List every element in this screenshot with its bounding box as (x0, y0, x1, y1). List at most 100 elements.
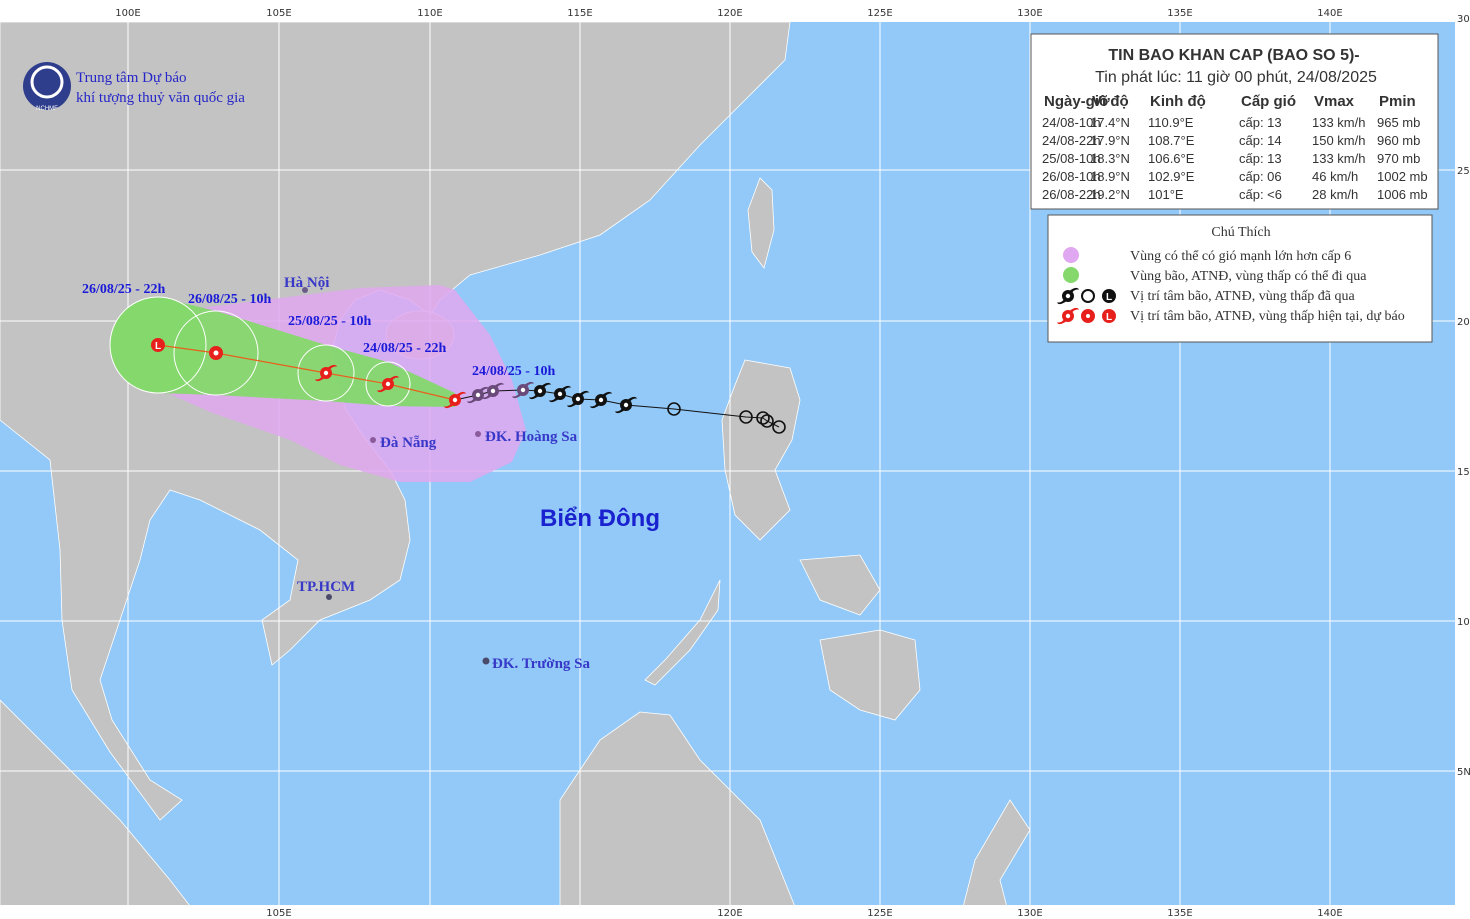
lat-label: 5N (1457, 767, 1470, 778)
lon-label: 120E (717, 8, 742, 19)
place-label: Hà Nội (284, 275, 329, 291)
place-dot (370, 437, 376, 443)
lon-label: 130E (1017, 8, 1042, 19)
table-cell: 150 km/h (1312, 133, 1365, 148)
legend-item: Vị trí tâm bão, ATNĐ, vùng thấp đã qua (1130, 289, 1356, 304)
storm-arm (589, 391, 613, 409)
legend-swatch (1063, 267, 1079, 283)
table-cell: 25/08-10h (1042, 151, 1101, 166)
map-area: L 26/08/25 - 22h 26/08/25 - 10h 25/08/25… (0, 22, 1455, 905)
place-label: TP.HCM (297, 579, 355, 595)
logo-text: NCHMF (36, 106, 58, 112)
lat-label: 15N (1457, 467, 1470, 478)
storm-eye (623, 402, 629, 408)
depression-center (213, 350, 219, 356)
storm-eye (575, 396, 581, 402)
lon-label: 110E (417, 8, 442, 19)
track-time: 24/08/25 - 22h (363, 341, 446, 356)
table-cell: 1006 mb (1377, 187, 1428, 202)
table-header: Pmin (1379, 93, 1416, 110)
storm-arm (376, 375, 400, 393)
table-cell: 110.9°E (1148, 115, 1194, 130)
track-time: 26/08/25 - 22h (82, 282, 165, 297)
table-cell: cấp: <6 (1239, 187, 1282, 202)
past-positions (466, 381, 638, 414)
legend-low (1102, 289, 1116, 303)
table-cell: 26/08-10h (1042, 169, 1101, 184)
lon-label: 105E (266, 8, 291, 19)
place-dot (482, 657, 490, 665)
org-name: khí tượng thuỷ văn quốc gia (76, 90, 245, 106)
storm-arm (314, 364, 338, 382)
table-cell: 28 km/h (1312, 187, 1358, 202)
place-label: ĐK. Trường Sa (492, 656, 591, 672)
storm-eye (1065, 293, 1071, 299)
table-cell: cấp: 14 (1239, 133, 1282, 148)
legend-item: Vùng bão, ATNĐ, vùng thấp có thể đi qua (1130, 269, 1367, 284)
lon-label: 135E (1167, 8, 1192, 19)
table-cell: 46 km/h (1312, 169, 1358, 184)
table-cell: cấp: 13 (1239, 115, 1282, 130)
lon-label: 125E (867, 908, 892, 919)
low-letter: L (155, 341, 161, 352)
legend-title: Chú Thích (1211, 225, 1270, 240)
storm-eye (452, 397, 458, 403)
uncertainty-circles (109, 296, 411, 407)
place-dot (475, 431, 481, 437)
place-dot (302, 287, 308, 293)
past-low-positions (667, 402, 786, 434)
track-time: 24/08/25 - 10h (472, 364, 555, 379)
table-cell: 965 mb (1377, 115, 1420, 130)
table-header: Cấp gió (1241, 93, 1296, 110)
forecast-positions (314, 364, 467, 409)
storm-arm (566, 390, 590, 408)
lon-label: 100E (115, 8, 140, 19)
legend-depression (1081, 289, 1095, 303)
storm-arm (1056, 287, 1080, 305)
legend-low (1102, 309, 1116, 323)
storm-eye (520, 387, 526, 393)
lon-label: 115E (567, 8, 592, 19)
track-time: 26/08/25 - 10h (188, 292, 271, 307)
lon-label: 125E (867, 8, 892, 19)
legend-swatch (1063, 247, 1079, 263)
place-label: ĐK. Hoàng Sa (485, 429, 578, 445)
storm-eye (598, 397, 604, 403)
bulletin-frame (1030, 33, 1439, 210)
lon-label: 120E (717, 908, 742, 919)
lon-label: 130E (1017, 908, 1042, 919)
storm-arm (481, 382, 505, 400)
table-cell: 108.7°E (1148, 133, 1195, 148)
bulletin-box: TIN BAO KHAN CAP (BAO SO 5)- Tin phát lú… (1030, 33, 1439, 210)
legend-frame (1047, 214, 1433, 343)
forecast-cone (158, 297, 455, 407)
table-header: Kinh độ (1150, 93, 1206, 110)
org-name: Trung tâm Dự báo (76, 70, 187, 86)
storm-arm (443, 391, 467, 409)
lon-label: 135E (1167, 908, 1192, 919)
table-cell: cấp: 13 (1239, 151, 1282, 166)
place-dot (326, 594, 332, 600)
bulletin-title: TIN BAO KHAN CAP (BAO SO 5)- (1108, 47, 1359, 64)
storm-arm (528, 382, 552, 400)
table-header: Vĩ độ (1092, 93, 1129, 110)
lon-label: 140E (1317, 8, 1342, 19)
table-header: Ngày-giờ (1044, 93, 1110, 110)
storm-eye (557, 391, 563, 397)
lon-label: 105E (266, 908, 291, 919)
storm-eye (475, 392, 481, 398)
logo (23, 62, 71, 110)
storm-eye (385, 381, 391, 387)
legend-item: Vị trí tâm bão, ATNĐ, vùng thấp hiện tại… (1130, 309, 1405, 324)
table-cell: 18.3°N (1090, 151, 1130, 166)
storm-arm (548, 385, 572, 403)
lat-label: 20N (1457, 317, 1470, 328)
track-time: 25/08/25 - 10h (288, 314, 371, 329)
storm-eye (537, 388, 543, 394)
logo-swirl (30, 65, 64, 99)
lat-label: 10N (1457, 617, 1470, 628)
